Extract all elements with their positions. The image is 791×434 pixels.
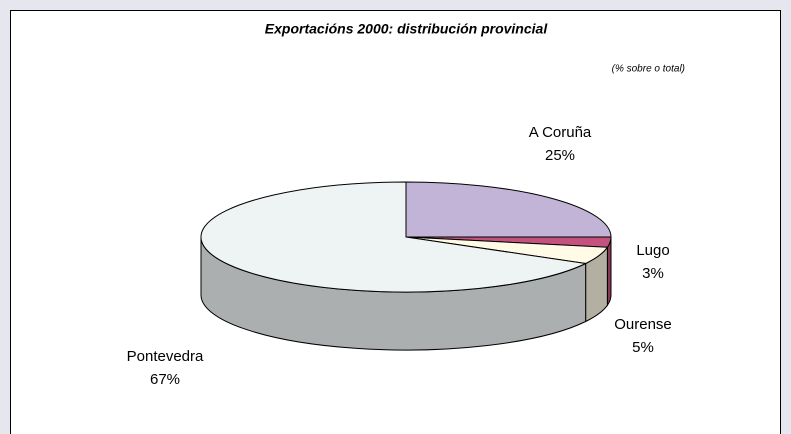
pie-slice [405, 181, 612, 238]
chart-title: Exportacións 2000: distribución provinci… [265, 21, 549, 37]
slice-label: A Coruña [529, 124, 592, 141]
slice-label: Pontevedra [127, 348, 204, 365]
chart-subtitle: (% sobre o total) [612, 64, 685, 75]
pie-slice [200, 181, 588, 293]
slice-label: Lugo [636, 242, 669, 259]
slice-label: Ourense [614, 316, 672, 333]
slice-value-label: 5% [632, 339, 654, 356]
slice-value-label: 25% [545, 147, 575, 164]
slice-value-label: 67% [150, 371, 180, 388]
slice-value-label: 3% [642, 265, 664, 282]
